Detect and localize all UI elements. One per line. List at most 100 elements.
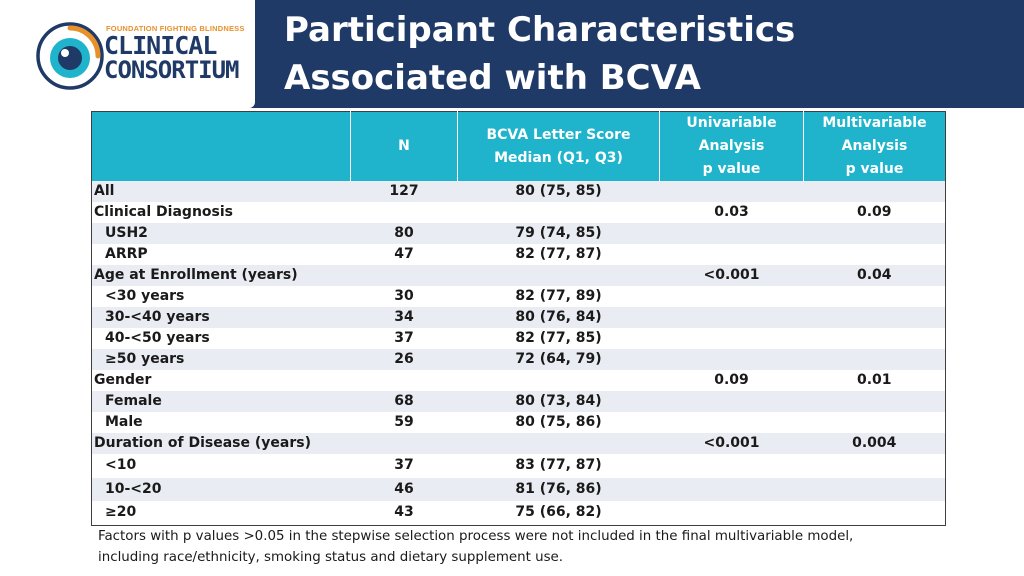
- header-n: N: [350, 111, 458, 181]
- table-row: Gender 0.09 0.01: [91, 370, 946, 391]
- row-label: Gender: [91, 370, 351, 391]
- row-bcva: 81 (76, 86): [457, 477, 660, 501]
- row-bcva: 83 (77, 87): [457, 454, 660, 478]
- header-uni-line2: Analysis: [698, 138, 765, 154]
- row-label: Female: [91, 391, 351, 412]
- row-uni-p: [659, 477, 804, 501]
- page-title: Participant Characteristics Associated w…: [284, 10, 796, 98]
- row-uni-p: 0.03: [659, 202, 804, 223]
- row-label: ≥20: [91, 501, 351, 525]
- row-label: ARRP: [91, 244, 351, 265]
- row-multi-p: [803, 307, 946, 328]
- footnote: Factors with p values >0.05 in the stepw…: [98, 526, 958, 568]
- row-bcva: [457, 370, 660, 391]
- row-multi-p: 0.01: [803, 370, 946, 391]
- logo-line-clinical: CLINICAL: [104, 31, 217, 60]
- row-bcva: 82 (77, 89): [457, 286, 660, 307]
- row-multi-p: [803, 181, 946, 202]
- row-multi-p: [803, 244, 946, 265]
- footnote-line2: including race/ethnicity, smoking status…: [98, 550, 564, 565]
- row-uni-p: [659, 391, 804, 412]
- row-n: 46: [350, 477, 458, 501]
- row-label: Male: [91, 412, 351, 433]
- row-multi-p: [803, 349, 946, 370]
- header-bcva-line1: BCVA Letter Score: [486, 126, 631, 143]
- row-label: ≥50 years: [91, 349, 351, 370]
- row-uni-p: [659, 181, 804, 202]
- table-row: Male 59 80 (75, 86): [91, 412, 946, 433]
- title-banner: [248, 0, 1024, 108]
- row-bcva: 79 (74, 85): [457, 223, 660, 244]
- header-multivariable: Multivariable Analysis p value: [803, 111, 946, 181]
- row-bcva: [457, 202, 660, 223]
- row-n: 26: [350, 349, 458, 370]
- row-multi-p: [803, 477, 946, 501]
- row-n: [350, 370, 458, 391]
- header-empty: [91, 111, 351, 181]
- table-row: Female 68 80 (73, 84): [91, 391, 946, 412]
- header-univariable: Univariable Analysis p value: [659, 111, 804, 181]
- row-n: 127: [350, 181, 458, 202]
- row-label: <10: [91, 454, 351, 478]
- header-bcva: BCVA Letter Score Median (Q1, Q3): [457, 111, 660, 181]
- row-bcva: 80 (73, 84): [457, 391, 660, 412]
- header-multi-line2: Analysis: [841, 138, 908, 154]
- table-row: 10-<20 46 81 (76, 86): [91, 477, 946, 501]
- row-bcva: 80 (75, 86): [457, 412, 660, 433]
- table-row: All 127 80 (75, 85): [91, 181, 946, 202]
- characteristics-table: N BCVA Letter Score Median (Q1, Q3) Univ…: [91, 111, 946, 526]
- table-header-row: N BCVA Letter Score Median (Q1, Q3) Univ…: [91, 111, 946, 181]
- row-n: [350, 433, 458, 454]
- table-row: ≥20 43 75 (66, 82): [91, 501, 946, 525]
- row-bcva: 82 (77, 85): [457, 328, 660, 349]
- row-bcva: [457, 433, 660, 454]
- table-row: ARRP 47 82 (77, 87): [91, 244, 946, 265]
- header-bcva-line2: Median (Q1, Q3): [494, 149, 623, 166]
- row-n: 80: [350, 223, 458, 244]
- logo: FOUNDATION FIGHTING BLINDNESS CLINICAL C…: [0, 0, 255, 108]
- row-multi-p: [803, 328, 946, 349]
- table-row: Clinical Diagnosis 0.03 0.09: [91, 202, 946, 223]
- logo-tagline: FOUNDATION FIGHTING BLINDNESS: [106, 24, 245, 33]
- row-label: Duration of Disease (years): [91, 433, 351, 454]
- row-n: 43: [350, 501, 458, 525]
- row-n: 59: [350, 412, 458, 433]
- row-label: Clinical Diagnosis: [91, 202, 351, 223]
- row-multi-p: 0.04: [803, 265, 946, 286]
- footnote-line1: Factors with p values >0.05 in the stepw…: [98, 529, 854, 544]
- row-label: 10-<20: [91, 477, 351, 501]
- row-bcva: 75 (66, 82): [457, 501, 660, 525]
- eye-logo-icon: [36, 22, 104, 90]
- table-row: ≥50 years 26 72 (64, 79): [91, 349, 946, 370]
- header-uni-line3: p value: [702, 161, 761, 177]
- header-uni-line1: Univariable: [686, 115, 777, 131]
- row-multi-p: 0.09: [803, 202, 946, 223]
- row-uni-p: <0.001: [659, 433, 804, 454]
- row-uni-p: [659, 349, 804, 370]
- row-uni-p: [659, 454, 804, 478]
- row-n: 68: [350, 391, 458, 412]
- row-bcva: 80 (75, 85): [457, 181, 660, 202]
- row-uni-p: [659, 307, 804, 328]
- row-label: 40-<50 years: [91, 328, 351, 349]
- row-label: <30 years: [91, 286, 351, 307]
- logo-line-consortium: CONSORTIUM: [104, 56, 239, 84]
- row-n: [350, 202, 458, 223]
- row-bcva: [457, 265, 660, 286]
- row-label: All: [91, 181, 351, 202]
- table-row: 30-<40 years 34 80 (76, 84): [91, 307, 946, 328]
- table-row: USH2 80 79 (74, 85): [91, 223, 946, 244]
- row-multi-p: 0.004: [803, 433, 946, 454]
- row-uni-p: <0.001: [659, 265, 804, 286]
- row-uni-p: [659, 223, 804, 244]
- row-bcva: 72 (64, 79): [457, 349, 660, 370]
- row-bcva: 80 (76, 84): [457, 307, 660, 328]
- row-multi-p: [803, 223, 946, 244]
- row-multi-p: [803, 454, 946, 478]
- table-row: 40-<50 years 37 82 (77, 85): [91, 328, 946, 349]
- row-n: 34: [350, 307, 458, 328]
- row-uni-p: 0.09: [659, 370, 804, 391]
- table-row: <30 years 30 82 (77, 89): [91, 286, 946, 307]
- row-multi-p: [803, 501, 946, 525]
- row-label: USH2: [91, 223, 351, 244]
